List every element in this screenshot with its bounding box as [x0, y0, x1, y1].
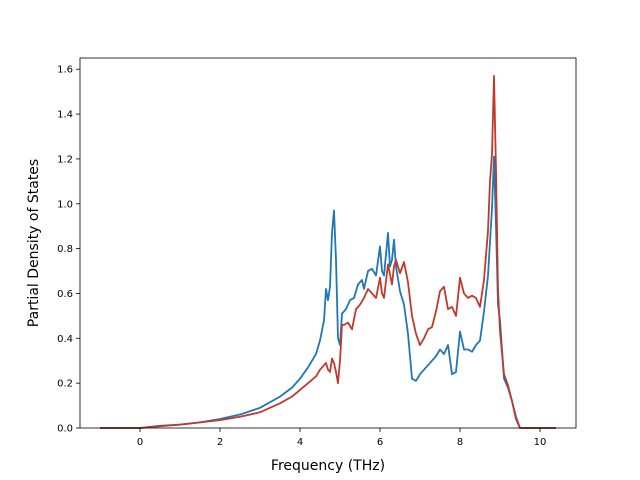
x-tick-label: 8 [457, 437, 463, 448]
y-tick-label: 0.4 [57, 334, 73, 345]
y-tick-label: 1.4 [57, 110, 73, 121]
y-tick-label: 0.6 [57, 289, 73, 300]
series-line-1 [100, 155, 556, 429]
y-axis-label: Partial Density of States [26, 159, 42, 327]
y-tick-label: 1.0 [57, 199, 73, 210]
x-tick-label: 2 [217, 437, 223, 448]
x-tick-label: 4 [297, 437, 303, 448]
x-tick-label: 10 [534, 437, 547, 448]
x-tick-label: 6 [377, 437, 383, 448]
y-tick-label: 0.0 [57, 424, 73, 435]
series-layer [100, 75, 556, 429]
y-axis-ticks: 0.0 0.2 0.4 0.6 0.8 1.0 1.2 1.4 1.6 [57, 65, 80, 435]
y-tick-label: 0.8 [57, 244, 73, 255]
y-tick-label: 1.2 [57, 154, 73, 165]
series-line-2 [100, 75, 556, 429]
plot-frame [79, 57, 577, 429]
x-axis-label: Frequency (THz) [271, 458, 385, 474]
x-tick-label: 0 [137, 437, 143, 448]
x-axis-ticks: 0 2 4 6 8 10 [137, 428, 547, 448]
y-tick-label: 1.6 [57, 65, 73, 76]
y-tick-label: 0.2 [57, 379, 73, 390]
